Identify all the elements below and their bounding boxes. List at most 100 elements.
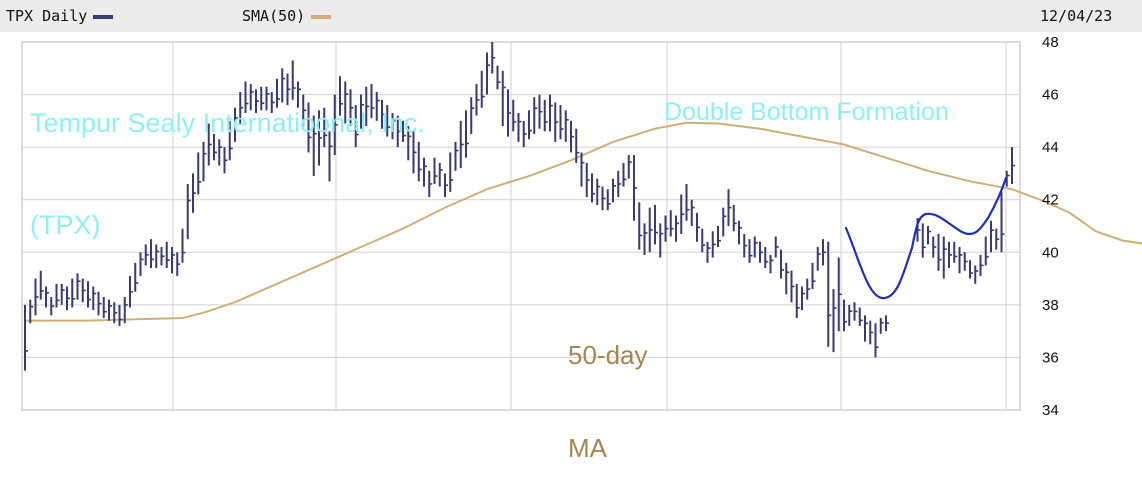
price-bar — [685, 183, 690, 221]
price-bar — [827, 241, 832, 347]
sma-swatch — [311, 14, 332, 19]
y-tick-label: 36 — [1042, 349, 1059, 366]
price-bar — [302, 94, 307, 127]
price-bar — [785, 262, 790, 295]
price-bar — [150, 239, 154, 269]
price-bar — [129, 275, 133, 308]
price-bar — [407, 126, 412, 161]
price-bar — [465, 110, 469, 158]
price-bar — [207, 123, 212, 166]
price-bars — [24, 42, 1015, 371]
price-bar — [97, 291, 102, 316]
price-bar — [370, 84, 375, 119]
price-bar — [612, 178, 616, 203]
price-bar — [454, 141, 459, 171]
price-bar — [575, 128, 580, 163]
price-bar — [801, 286, 805, 311]
price-bar — [265, 86, 270, 111]
price-bar — [638, 202, 643, 250]
price-bar — [522, 120, 527, 148]
price-bar — [417, 141, 422, 182]
price-bar — [375, 91, 380, 121]
price-bar — [580, 152, 585, 187]
price-bar — [433, 157, 438, 184]
price-bar — [438, 162, 443, 187]
price-bar — [228, 120, 233, 161]
price-bar — [1000, 191, 1005, 253]
price-bar — [480, 70, 485, 108]
price-bar — [937, 233, 942, 271]
y-tick-label: 46 — [1042, 87, 1059, 104]
price-bar — [932, 236, 937, 258]
price-bar — [554, 102, 559, 142]
price-bar — [396, 115, 401, 148]
stock-chart: 34 36 38 40 42 44 46 48 — [21, 34, 1142, 419]
price-bar — [790, 270, 795, 303]
price-bar — [759, 241, 763, 263]
price-bar — [102, 296, 107, 318]
y-tick-label: 40 — [1042, 244, 1059, 261]
price-bar — [144, 244, 149, 266]
price-bar — [921, 223, 926, 258]
price-bar — [633, 155, 637, 221]
price-bar — [113, 302, 118, 324]
price-bar — [564, 110, 569, 142]
price-bar — [270, 91, 275, 113]
price-bar — [496, 65, 501, 90]
price-bar — [286, 73, 291, 106]
price-bar — [155, 244, 160, 269]
price-bar — [995, 228, 1000, 250]
price-bar — [29, 299, 34, 324]
company-annotation: Tempur Sealy Internatioonal, Inc. (TPX) — [30, 38, 425, 276]
price-bar — [39, 270, 44, 300]
price-bar — [738, 220, 742, 245]
price-bar — [543, 99, 548, 132]
price-bar — [701, 228, 706, 253]
price-bar — [360, 94, 364, 129]
price-bar — [428, 170, 433, 198]
price-bar — [139, 252, 144, 276]
price-bar — [160, 247, 165, 266]
price-bar — [501, 70, 506, 127]
price-bar — [648, 207, 653, 253]
price-bar — [853, 302, 858, 321]
price-bar — [601, 186, 606, 211]
y-tick-label: 38 — [1042, 297, 1059, 314]
price-bar — [990, 220, 994, 253]
price-bar — [76, 273, 81, 300]
price-bar — [381, 99, 385, 129]
price-bar — [134, 262, 139, 292]
price-bar — [507, 89, 511, 137]
series-price-label: TPX Daily — [6, 7, 88, 25]
price-bar — [585, 162, 590, 198]
price-bar — [444, 173, 448, 198]
price-bar — [281, 68, 286, 103]
price-bar — [312, 115, 317, 177]
price-bar — [202, 141, 207, 182]
price-bar — [696, 212, 700, 242]
price-bar — [1011, 147, 1015, 184]
price-bar — [732, 204, 737, 232]
price-bar — [24, 304, 28, 371]
price-bar — [727, 189, 732, 226]
price-bar — [753, 236, 758, 258]
price-bar — [596, 178, 601, 205]
price-bar — [249, 84, 254, 111]
price-bar — [318, 110, 322, 166]
price-bar — [874, 323, 879, 358]
price-bar — [958, 247, 963, 274]
price-bar — [795, 283, 800, 318]
price-bar — [680, 194, 685, 234]
price-bar — [55, 283, 60, 308]
price-bar — [192, 173, 196, 213]
price-bar — [402, 120, 406, 142]
price-bar — [244, 81, 249, 113]
price-bar — [706, 241, 711, 263]
price-bar — [45, 286, 49, 308]
price-bar — [979, 254, 984, 276]
price-bar — [953, 241, 958, 263]
price-bar — [722, 207, 727, 237]
price-bar — [774, 236, 779, 258]
price-bar — [843, 299, 847, 332]
price-bar — [423, 157, 427, 187]
